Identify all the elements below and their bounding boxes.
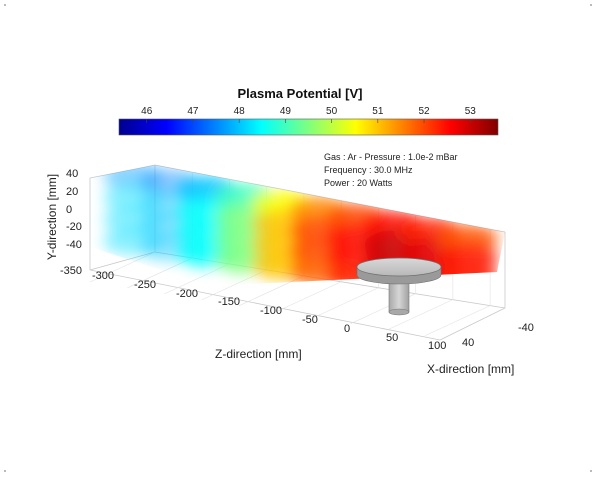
y-tick-label: 40 <box>66 168 79 180</box>
grid-line <box>276 281 342 313</box>
corner-mark <box>590 470 592 472</box>
grid-line <box>164 263 230 295</box>
colorbar-tick: 49 <box>279 106 291 117</box>
z-tick-label: -250 <box>134 278 157 291</box>
colorbar-tick: 46 <box>141 106 153 117</box>
grid-line <box>238 275 305 307</box>
corner-mark <box>590 4 592 6</box>
colorbar-tick: 51 <box>372 106 384 117</box>
potential-heatmap <box>103 165 499 286</box>
grid-line <box>424 305 491 336</box>
y-tick-label: 20 <box>66 185 79 198</box>
z-tick-label: -350 <box>60 265 83 277</box>
colorbar <box>118 118 499 136</box>
z-tick-label: -300 <box>92 270 115 282</box>
z-tick-label: -200 <box>176 287 199 300</box>
z-tick-label: -150 <box>218 296 241 309</box>
corner-mark <box>4 4 6 6</box>
colorbar-tick: 52 <box>418 106 430 117</box>
grid-line <box>127 257 193 289</box>
colorbar-title: Plasma Potential [V] <box>237 86 363 101</box>
y-tick-label: -20 <box>66 221 82 234</box>
z-tick-label: -50 <box>302 314 318 326</box>
y-tick-label: 0 <box>66 203 73 216</box>
corner-mark <box>4 470 6 472</box>
colorbar-tick: 47 <box>187 106 199 117</box>
colorbar-tick: 48 <box>233 106 245 117</box>
x-tick-label: 40 <box>462 337 475 349</box>
grid-line <box>313 287 379 319</box>
z-tick-label: -100 <box>260 305 283 318</box>
x-tick-label: -40 <box>518 322 534 334</box>
annotation-line: Power : 20 Watts <box>324 178 393 188</box>
z-tick-label: 0 <box>344 322 351 335</box>
annotation-line: Gas : Ar - Pressure : 1.0e-2 mBar <box>324 152 458 162</box>
y-axis-label: Y-direction [mm] <box>45 173 59 261</box>
grid-line <box>387 299 453 330</box>
colorbar-tick: 53 <box>464 106 476 117</box>
electrode <box>356 257 442 316</box>
colorbar-tick: 50 <box>326 106 338 117</box>
z-axis-label: Z-direction [mm] <box>215 347 302 361</box>
z-tick-label: 50 <box>386 331 399 344</box>
heat-cell <box>438 262 499 286</box>
y-tick-label: -40 <box>66 239 82 252</box>
z-tick-label: 100 <box>428 340 447 353</box>
x-axis-label: X-direction [mm] <box>427 362 515 376</box>
grid-line <box>201 269 267 301</box>
annotation-line: Frequency : 30.0 MHz <box>324 165 413 175</box>
grid-line <box>89 251 156 283</box>
